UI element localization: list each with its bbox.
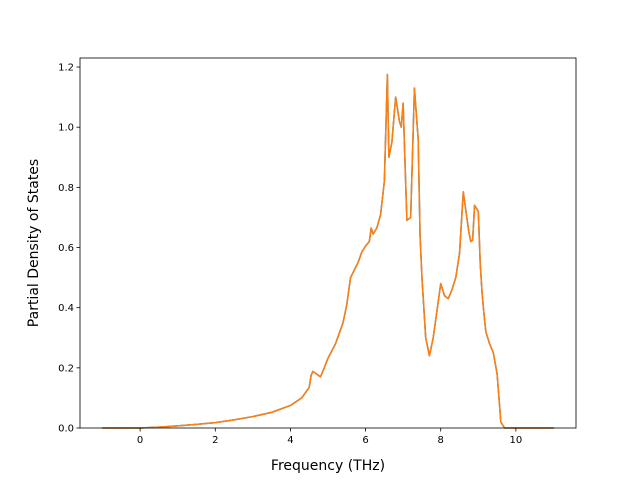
- y-tick-label: 0.4: [58, 303, 74, 314]
- x-tick-label: 2: [212, 435, 218, 446]
- y-axis: 0.0 0.2 0.4 0.6 0.8 1.0 1.2: [58, 63, 80, 435]
- y-axis-label: Partial Density of States: [26, 159, 42, 327]
- y-tick-label: 0.2: [58, 363, 74, 374]
- x-tick-label: 8: [438, 435, 444, 446]
- x-tick-label: 10: [510, 435, 523, 446]
- x-axis: 0 2 4 6 8 10: [137, 428, 522, 446]
- plot-area: [80, 58, 576, 428]
- plot-frame: [79, 57, 577, 429]
- y-tick-label: 0.6: [58, 243, 74, 254]
- y-tick-label: 0.8: [58, 183, 74, 194]
- y-tick-label: 1.0: [58, 123, 74, 134]
- x-tick-label: 4: [287, 435, 293, 446]
- series-line-2: [101, 73, 555, 429]
- y-tick-label: 1.2: [58, 63, 74, 74]
- x-tick-label: 0: [137, 435, 143, 446]
- y-tick-label: 0.0: [58, 424, 74, 435]
- x-axis-label: Frequency (THz): [271, 458, 385, 474]
- series-layer: [101, 73, 555, 429]
- x-tick-label: 6: [362, 435, 368, 446]
